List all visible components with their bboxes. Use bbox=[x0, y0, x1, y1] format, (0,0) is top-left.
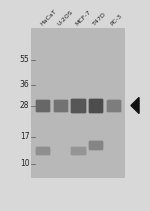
Bar bbox=[36, 147, 49, 154]
Text: T47D: T47D bbox=[92, 11, 107, 26]
Bar bbox=[71, 147, 85, 154]
Bar bbox=[36, 100, 49, 111]
Bar bbox=[54, 100, 67, 111]
Text: 10: 10 bbox=[20, 159, 29, 168]
Bar bbox=[89, 141, 102, 149]
Text: 17: 17 bbox=[20, 132, 29, 141]
Text: PC-3: PC-3 bbox=[110, 13, 123, 26]
Text: U-2OS: U-2OS bbox=[57, 9, 74, 26]
Polygon shape bbox=[131, 97, 139, 114]
Bar bbox=[89, 99, 102, 112]
Text: 28: 28 bbox=[20, 101, 29, 110]
Bar bbox=[36, 147, 49, 154]
Bar bbox=[36, 100, 49, 111]
Bar bbox=[107, 100, 120, 111]
Bar bbox=[89, 99, 102, 112]
Text: 55: 55 bbox=[20, 55, 29, 64]
Bar bbox=[31, 28, 125, 178]
Bar bbox=[71, 147, 85, 154]
Bar bbox=[71, 99, 85, 112]
Bar bbox=[107, 100, 120, 111]
Text: 36: 36 bbox=[20, 80, 29, 89]
Text: MCF-7: MCF-7 bbox=[74, 9, 92, 26]
Bar bbox=[89, 141, 102, 149]
Bar bbox=[71, 99, 85, 112]
Text: HaCaT: HaCaT bbox=[39, 8, 57, 26]
Bar bbox=[54, 100, 67, 111]
